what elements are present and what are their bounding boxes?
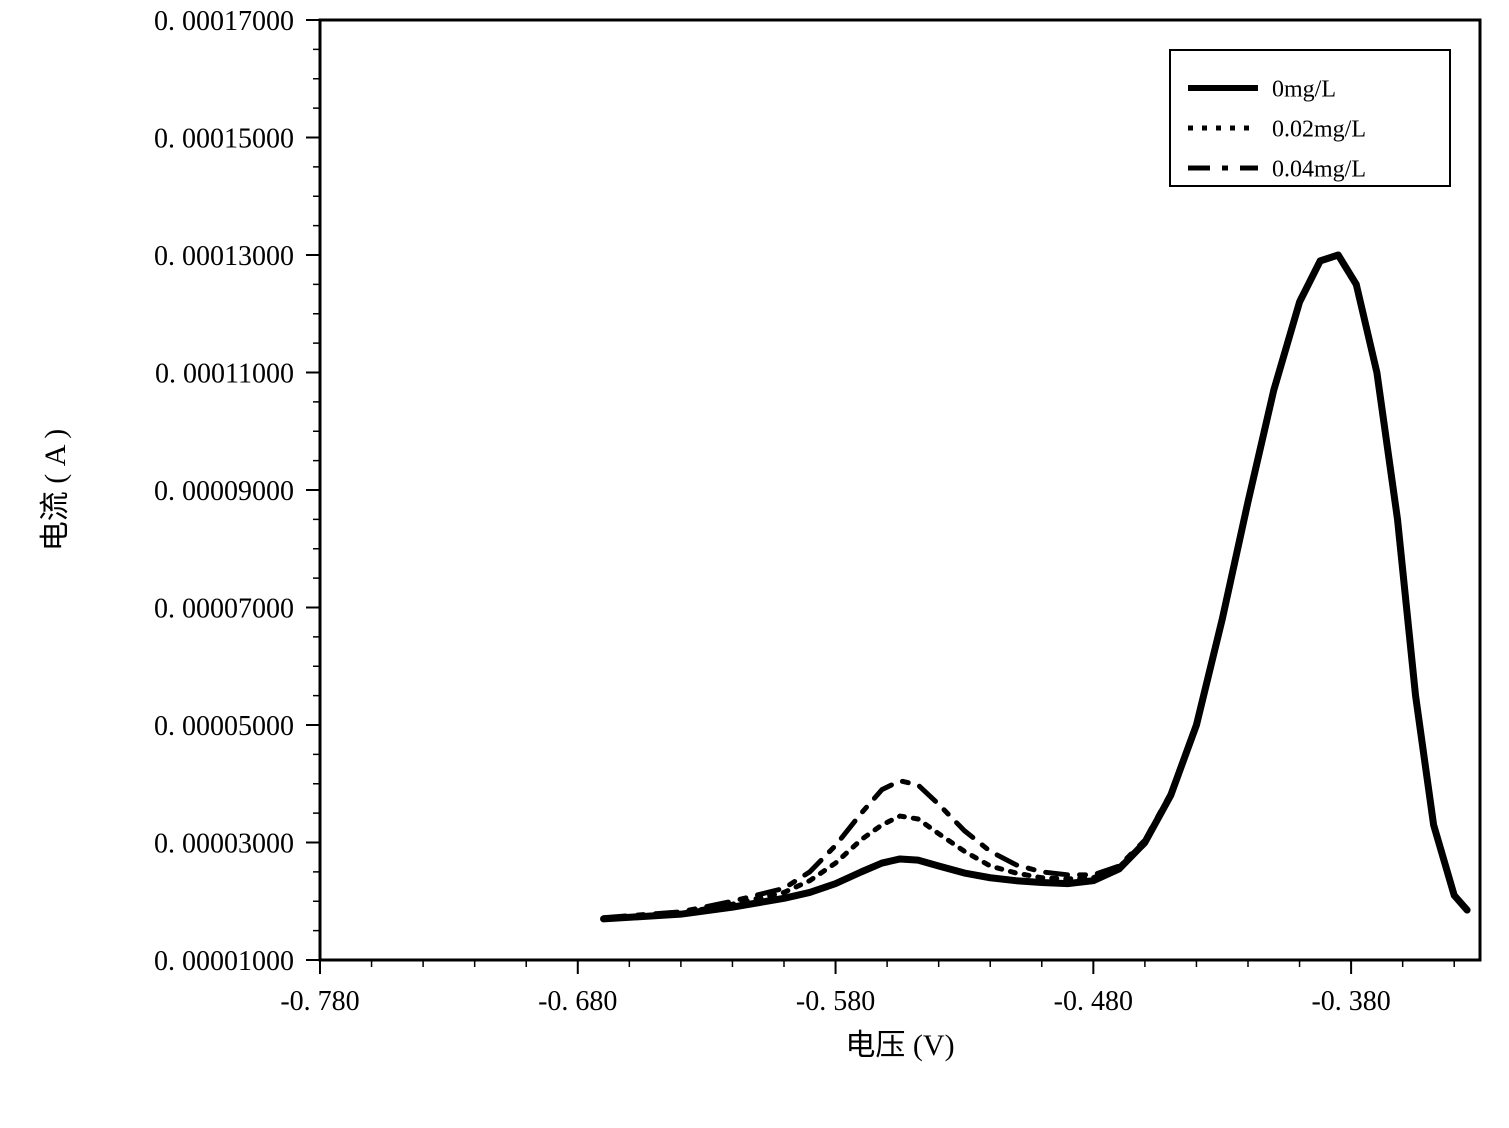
- y-tick-label: 0. 00005000: [154, 711, 294, 742]
- x-tick-label: -0. 380: [1311, 986, 1390, 1017]
- y-tick-label: 0. 00013000: [154, 241, 294, 272]
- legend-label: 0.04mg/L: [1272, 156, 1366, 182]
- x-tick-label: -0. 780: [280, 986, 359, 1017]
- x-tick-label: -0. 480: [1054, 986, 1133, 1017]
- legend-label: 0mg/L: [1272, 76, 1336, 102]
- x-tick-label: -0. 580: [796, 986, 875, 1017]
- y-tick-label: 0. 00011000: [155, 359, 294, 390]
- y-tick-label: 0. 00015000: [154, 124, 294, 155]
- y-tick-label: 0. 00007000: [154, 594, 294, 625]
- x-tick-label: -0. 680: [538, 986, 617, 1017]
- chart-container: 0. 00001000 0. 00003000 0. 00005000 0. 0000…: [0, 0, 1509, 1128]
- y-tick-label: 0. 00009000: [154, 476, 294, 507]
- y-tick-label: 0. 00001000: [154, 946, 294, 977]
- legend-label: 0.02mg/L: [1272, 116, 1366, 142]
- y-tick-label: 0. 00017000: [154, 6, 294, 37]
- y-axis-label: 电流 ( A ): [39, 429, 72, 552]
- y-tick-label: 0. 00003000: [154, 829, 294, 860]
- chart-svg: 0. 00001000 0. 00003000 0. 00005000 0. 0000…: [0, 0, 1509, 1128]
- x-axis-label: 电压 (V): [845, 1029, 954, 1062]
